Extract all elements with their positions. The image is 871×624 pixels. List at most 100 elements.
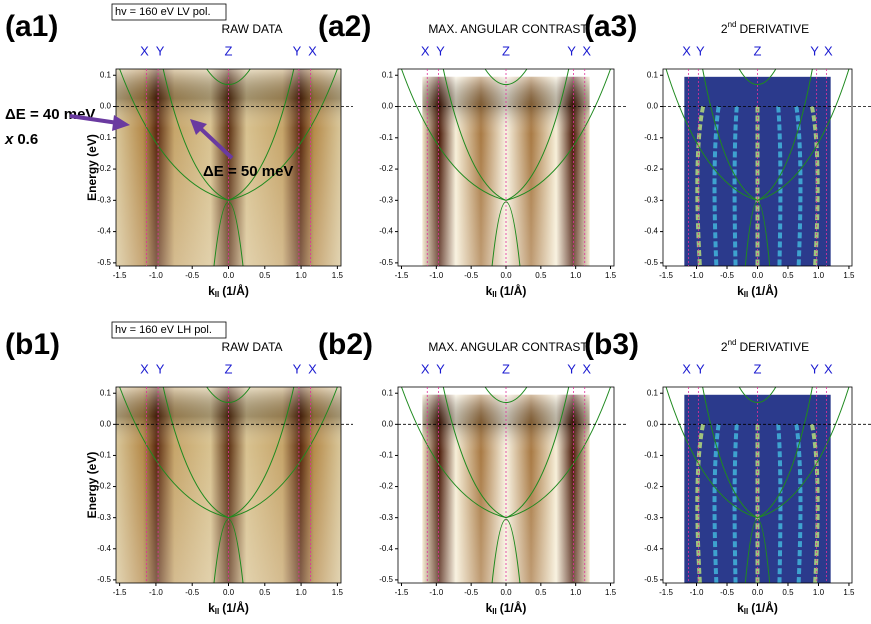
y-tick-label: -0.4 bbox=[379, 227, 393, 236]
symmetry-label: X bbox=[421, 43, 430, 58]
annotation-text: 0.6 bbox=[17, 131, 38, 148]
x-tick-label: -1.5 bbox=[659, 271, 673, 280]
panel-label: (b2) bbox=[318, 328, 373, 361]
panel-label: (b1) bbox=[5, 328, 60, 361]
xlabel-unit: (1/Å) bbox=[222, 600, 249, 615]
x-tick-label: -1.0 bbox=[429, 271, 443, 280]
x-tick-label: 1.5 bbox=[332, 588, 344, 597]
y-tick-label: 0.0 bbox=[100, 419, 112, 428]
arrow-head bbox=[112, 115, 130, 131]
symmetry-label: Y bbox=[156, 361, 165, 376]
y-tick-label: -0.1 bbox=[379, 451, 393, 460]
x-tick-label: -0.5 bbox=[464, 271, 478, 280]
symmetry-label: Y bbox=[436, 361, 445, 376]
xlabel-sub: II bbox=[744, 290, 748, 299]
x-axis-label: kII (1/Å) bbox=[486, 283, 527, 299]
y-tick-label: -0.2 bbox=[644, 482, 658, 491]
y-axis-label: Energy (eV) bbox=[85, 452, 99, 519]
arrow-head bbox=[190, 119, 207, 135]
panel-label: (a1) bbox=[5, 10, 58, 43]
header-text: hv = 160 eV LH pol. bbox=[115, 324, 212, 336]
y-tick-label: 0.1 bbox=[100, 388, 112, 397]
symmetry-label: X bbox=[682, 361, 691, 376]
symmetry-label: X bbox=[824, 43, 833, 58]
subtitle-text: RAW DATA bbox=[221, 22, 282, 36]
y-tick-label: -0.1 bbox=[644, 133, 658, 142]
subtitle-sup: nd bbox=[728, 338, 737, 347]
symmetry-label: Y bbox=[436, 43, 445, 58]
y-tick-label: 0.1 bbox=[647, 388, 659, 397]
y-tick-label: -0.5 bbox=[644, 258, 658, 267]
panel-subtitle: 2nd DERIVATIVE bbox=[721, 338, 809, 354]
panel: -1.5 -1.0 -0.5 0.0 0.5 1.0 1.5 0.1 0.0 -0.1 -0.2 -0… bbox=[318, 328, 626, 616]
y-tick-label: -0.3 bbox=[97, 513, 111, 522]
derivative-streak bbox=[695, 423, 706, 584]
y-tick-label: -0.4 bbox=[97, 544, 111, 553]
derivative-streak bbox=[732, 424, 739, 584]
symmetry-label: X bbox=[308, 43, 317, 58]
xlabel-sub: II bbox=[492, 607, 496, 616]
x-tick-label: 1.5 bbox=[332, 271, 344, 280]
y-tick-label: 0.1 bbox=[382, 70, 394, 79]
x-tick-label: 1.5 bbox=[843, 271, 855, 280]
xlabel-unit: (1/Å) bbox=[751, 600, 778, 615]
band-curve bbox=[702, 386, 813, 519]
derivative-streak bbox=[776, 106, 783, 267]
x-tick-label: 0.0 bbox=[752, 271, 764, 280]
x-tick-label: -1.5 bbox=[113, 271, 127, 280]
band-curve bbox=[484, 68, 528, 85]
x-tick-label: 0.0 bbox=[223, 271, 235, 280]
y-axis-label: Energy (eV) bbox=[85, 134, 99, 201]
x-tick-label: 0.5 bbox=[782, 588, 794, 597]
symmetry-label: Y bbox=[567, 43, 576, 58]
y-tick-label: -0.5 bbox=[379, 575, 393, 584]
arrow bbox=[198, 126, 234, 160]
y-tick-label: 0.0 bbox=[647, 102, 659, 111]
symmetry-label: Y bbox=[293, 361, 302, 376]
y-tick-label: -0.2 bbox=[379, 482, 393, 491]
xlabel-sub: II bbox=[215, 290, 219, 299]
x-tick-label: 1.0 bbox=[570, 588, 582, 597]
x-tick-label: 1.0 bbox=[296, 271, 308, 280]
y-tick-label: 0.1 bbox=[100, 70, 112, 79]
symmetry-label: X bbox=[140, 43, 149, 58]
y-tick-label: -0.5 bbox=[97, 575, 111, 584]
subtitle-sup: nd bbox=[728, 20, 737, 29]
panel-subtitle: RAW DATA bbox=[221, 340, 282, 354]
panel: -1.5 -1.0 -0.5 0.0 0.5 1.0 1.5 0.1 0.0 -0.1 -0.2 -0… bbox=[584, 10, 871, 299]
header-text: hv = 160 eV LV pol. bbox=[115, 6, 211, 18]
x-tick-label: 1.0 bbox=[813, 271, 825, 280]
y-tick-label: -0.1 bbox=[97, 133, 111, 142]
y-tick-label: -0.1 bbox=[97, 451, 111, 460]
arrow bbox=[69, 114, 119, 125]
xlabel-base: k bbox=[486, 284, 493, 298]
x-tick-label: -1.0 bbox=[149, 588, 163, 597]
x-tick-label: -0.5 bbox=[720, 588, 734, 597]
band-curve bbox=[738, 386, 777, 404]
xlabel-sub: II bbox=[492, 290, 496, 299]
y-tick-label: -0.5 bbox=[379, 258, 393, 267]
symmetry-label: X bbox=[582, 361, 591, 376]
x-tick-label: -0.5 bbox=[185, 588, 199, 597]
band-curve bbox=[702, 68, 813, 201]
y-tick-label: -0.2 bbox=[97, 164, 111, 173]
x-tick-label: 0.0 bbox=[500, 271, 512, 280]
x-tick-label: -1.0 bbox=[149, 271, 163, 280]
symmetry-label: X bbox=[421, 361, 430, 376]
subtitle-text: RAW DATA bbox=[221, 340, 282, 354]
y-tick-label: 0.0 bbox=[647, 419, 659, 428]
symmetry-label: Z bbox=[225, 361, 233, 376]
subtitle-text: MAX. ANGULAR CONTRAST bbox=[428, 22, 588, 36]
annotation-italic: x bbox=[4, 131, 14, 148]
xlabel-sub: II bbox=[215, 607, 219, 616]
x-tick-label: 0.5 bbox=[259, 271, 271, 280]
xlabel-unit: (1/Å) bbox=[222, 283, 249, 298]
subtitle-number: 2 bbox=[721, 22, 728, 36]
xlabel-sub: II bbox=[744, 607, 748, 616]
panel: -1.5 -1.0 -0.5 0.0 0.5 1.0 1.5 0.1 0.0 -0.1 -0.2 -0… bbox=[4, 3, 353, 299]
panel: -1.5 -1.0 -0.5 0.0 0.5 1.0 1.5 0.1 0.0 -0.1 -0.2 -0… bbox=[584, 328, 871, 616]
symmetry-label: Y bbox=[156, 43, 165, 58]
panel-subtitle: MAX. ANGULAR CONTRAST bbox=[428, 340, 588, 354]
y-tick-label: -0.1 bbox=[644, 451, 658, 460]
derivative-streak bbox=[732, 106, 739, 267]
